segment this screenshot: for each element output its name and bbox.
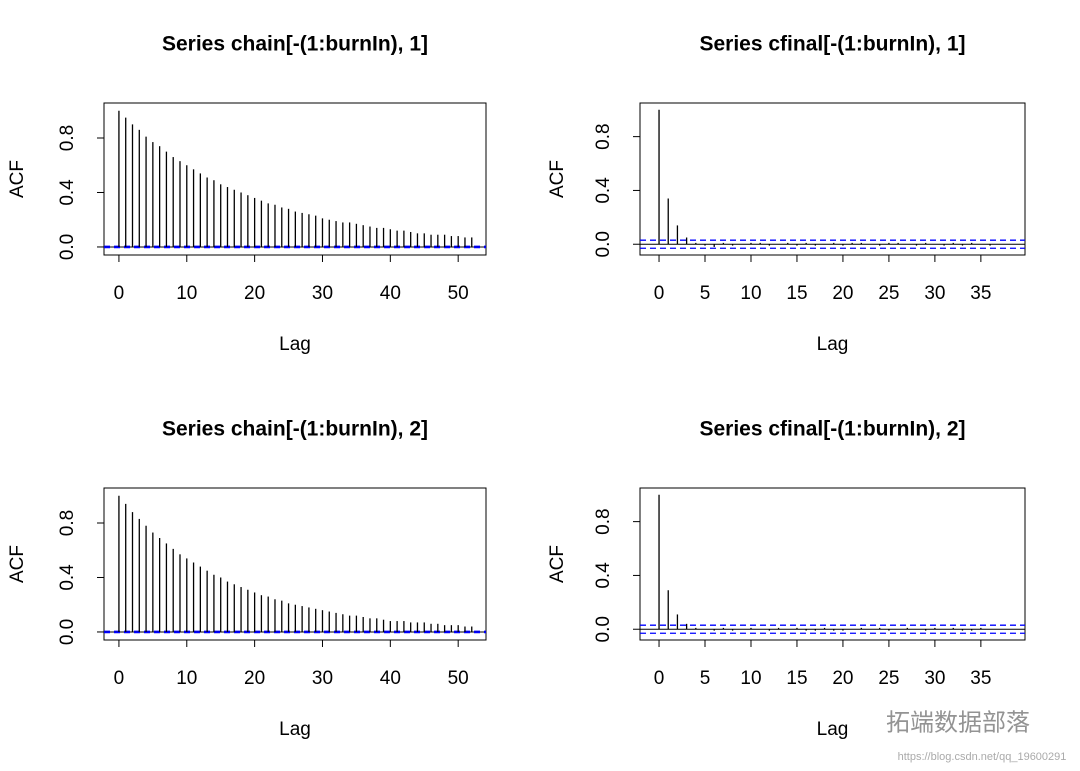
y-tick-label: 0.0 [593, 616, 614, 642]
x-tick-label: 50 [448, 668, 469, 689]
plot-frame [103, 487, 487, 641]
x-tick-label: 40 [380, 283, 401, 304]
y-axis-label: ACF [547, 160, 568, 198]
y-tick-label: 0.4 [593, 177, 614, 204]
plot-frame [103, 102, 487, 256]
x-tick-label: 20 [244, 668, 265, 689]
x-tick-label: 25 [878, 668, 899, 689]
x-tick-label: 35 [970, 668, 991, 689]
y-tick-label: 0.4 [57, 564, 78, 591]
x-tick-label: 0 [114, 283, 125, 304]
x-axis-label: Lag [279, 334, 311, 355]
chart-title: Series cfinal[-(1:burnIn), 2] [699, 418, 965, 441]
x-tick-label: 10 [740, 668, 761, 689]
chart-title: Series chain[-(1:burnIn), 2] [162, 418, 428, 441]
x-axis-label: Lag [279, 719, 311, 740]
y-tick-label: 0.8 [57, 510, 78, 536]
acf-panel: Series cfinal[-(1:burnIn), 2] Lag ACF 0 5 10 1… [547, 418, 1026, 740]
x-tick-label: 5 [700, 668, 711, 689]
x-tick-label: 10 [176, 668, 197, 689]
y-tick-label: 0.8 [593, 508, 614, 534]
x-tick-label: 20 [832, 283, 853, 304]
acf-panel: Series chain[-(1:burnIn), 2] Lag ACF 0 10 20 3… [7, 418, 487, 740]
x-tick-label: 35 [970, 283, 991, 304]
y-axis-label: ACF [547, 545, 568, 583]
x-tick-label: 30 [312, 283, 333, 304]
x-tick-label: 10 [176, 283, 197, 304]
x-tick-label: 50 [448, 283, 469, 304]
x-tick-label: 20 [832, 668, 853, 689]
y-tick-label: 0.4 [57, 179, 78, 206]
x-tick-label: 15 [786, 283, 807, 304]
y-tick-label: 0.8 [593, 123, 614, 149]
y-axis-label: ACF [7, 545, 28, 583]
x-tick-label: 15 [786, 668, 807, 689]
x-tick-label: 10 [740, 283, 761, 304]
acf-panel: Series chain[-(1:burnIn), 1] Lag ACF 0 10 20 3… [7, 33, 487, 355]
x-tick-label: 25 [878, 283, 899, 304]
plot-frame [639, 487, 1026, 641]
y-tick-label: 0.0 [593, 231, 614, 257]
x-tick-label: 20 [244, 283, 265, 304]
x-tick-label: 0 [114, 668, 125, 689]
watermark-brand: 拓端数据部落 [886, 709, 1030, 736]
x-tick-label: 0 [654, 668, 665, 689]
x-tick-label: 30 [924, 668, 945, 689]
x-axis-label: Lag [817, 334, 849, 355]
chart-title: Series chain[-(1:burnIn), 1] [162, 33, 428, 56]
x-axis-label: Lag [817, 719, 849, 740]
acf-panel: Series cfinal[-(1:burnIn), 1] Lag ACF 0 5 10 1… [547, 33, 1026, 355]
x-tick-label: 30 [312, 668, 333, 689]
y-tick-label: 0.4 [593, 562, 614, 589]
x-tick-label: 30 [924, 283, 945, 304]
y-tick-label: 0.8 [57, 125, 78, 151]
y-tick-label: 0.0 [57, 619, 78, 645]
x-tick-label: 0 [654, 283, 665, 304]
x-tick-label: 40 [380, 668, 401, 689]
watermark-url: https://blog.csdn.net/qq_19600291 [898, 751, 1067, 763]
y-tick-label: 0.0 [57, 234, 78, 260]
plot-frame [639, 102, 1026, 256]
chart-title: Series cfinal[-(1:burnIn), 1] [699, 33, 965, 56]
y-axis-label: ACF [7, 160, 28, 198]
x-tick-label: 5 [700, 283, 711, 304]
